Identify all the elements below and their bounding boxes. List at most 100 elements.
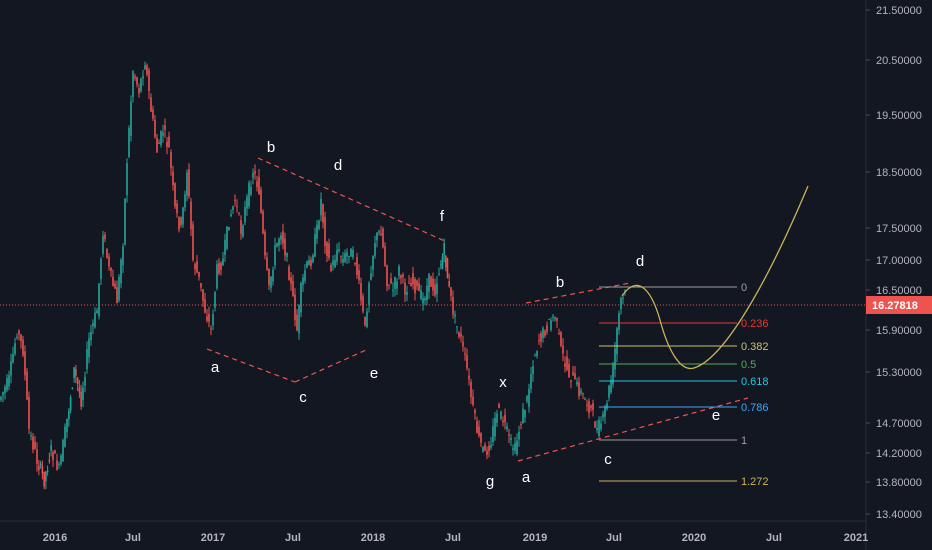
fib-level-label: 0.5 [741, 359, 756, 371]
candle-body [206, 316, 208, 321]
candle-body [304, 270, 306, 281]
candle-body [552, 316, 554, 318]
candle-body [380, 233, 382, 236]
candle-body [56, 460, 58, 470]
candle-body [326, 242, 328, 257]
candle-body [294, 294, 296, 320]
candle-body [404, 283, 406, 295]
candle-body [358, 270, 360, 281]
candle-body [88, 338, 90, 358]
wave-trend-line [294, 349, 367, 383]
candle-body [564, 363, 566, 367]
wave-label-e1: e [370, 365, 378, 382]
wave-trend-line [257, 157, 448, 243]
candle-body [330, 265, 332, 271]
candle-body [354, 262, 356, 264]
candle-body [386, 265, 388, 287]
candle-body [316, 224, 318, 239]
candle-body [176, 203, 178, 214]
candle-body [462, 341, 464, 347]
candle-body [280, 235, 282, 240]
candle-body [394, 277, 396, 290]
candle-body [464, 353, 466, 355]
time-tick-label: Jul [445, 532, 461, 544]
candle-body [388, 284, 390, 286]
candle-body [222, 258, 224, 266]
candle-body [534, 355, 536, 357]
candle-body [378, 231, 380, 233]
candle-body [200, 283, 202, 288]
time-tick-label: 2019 [523, 532, 547, 544]
candle-body [590, 405, 592, 408]
candle-body [584, 399, 586, 401]
candle-body [428, 273, 430, 292]
candle-body [470, 381, 472, 398]
candle-body [122, 246, 124, 266]
candle-body [300, 283, 302, 313]
candle-body [520, 424, 522, 426]
candle-body [306, 261, 308, 268]
candle-body [246, 196, 248, 209]
candle-body [216, 264, 218, 289]
candle-body [474, 409, 476, 414]
candle-body [554, 317, 556, 319]
candle-body [368, 283, 370, 305]
candle-body [260, 189, 262, 213]
candle-body [356, 257, 358, 276]
candle-body [110, 267, 112, 271]
candle-body [430, 276, 432, 287]
candle-body [30, 435, 32, 437]
candle-body [250, 186, 252, 195]
candle-body [344, 253, 346, 262]
candle-body [54, 450, 56, 454]
candle-body [516, 440, 518, 455]
wave-label-a2: a [522, 469, 531, 486]
candle-body [252, 172, 254, 178]
price-tick-label: 16.50000 [876, 285, 922, 297]
candle-body [146, 65, 148, 75]
candle-body [396, 281, 398, 289]
fib-level-label: 0.382 [741, 341, 769, 353]
candle-body [48, 459, 51, 462]
candle-body [418, 283, 420, 292]
candle-body [448, 281, 450, 287]
wave-label-x1: x [499, 374, 507, 391]
candle-body [142, 75, 144, 79]
wave-trend-line [206, 348, 296, 383]
candle-body [116, 287, 118, 304]
candle-body [560, 332, 562, 346]
candle-body [402, 274, 404, 277]
time-tick-label: Jul [606, 532, 622, 544]
wave-label-a1: a [211, 359, 220, 376]
candle-body [458, 332, 460, 337]
candle-body [278, 238, 280, 246]
candle-body [288, 266, 290, 281]
candle-body [150, 97, 152, 112]
candle-body [496, 413, 498, 423]
candle-body [38, 465, 40, 471]
candle-body [73, 367, 75, 379]
candle-body [154, 119, 156, 137]
candle-body [596, 427, 598, 431]
candle-body [400, 275, 402, 279]
candle-body [158, 143, 160, 145]
candle-body [484, 444, 486, 451]
candle-body [224, 239, 226, 255]
wave-label-b2: b [556, 274, 564, 291]
candle-body [108, 256, 110, 267]
time-tick-label: 2018 [361, 532, 385, 544]
candle-body [162, 132, 164, 136]
candle-body [372, 255, 374, 270]
candle-body [182, 207, 184, 225]
time-axis[interactable]: 2016 Jul 2017 Jul 2018 Jul 2019 Jul 2020 Jul 2021 [43, 532, 868, 544]
candle-body [445, 255, 447, 268]
candle-body [530, 374, 532, 389]
wave-trend-line [517, 397, 749, 462]
candle-body [190, 201, 192, 230]
candle-body [68, 410, 70, 420]
candle-body [556, 318, 558, 321]
price-axis[interactable]: 21.50000 20.50000 19.50000 18.50000 17.50000… [866, 5, 922, 521]
current-price-tag: 16.27818 [866, 296, 932, 314]
candle-body [536, 351, 538, 357]
